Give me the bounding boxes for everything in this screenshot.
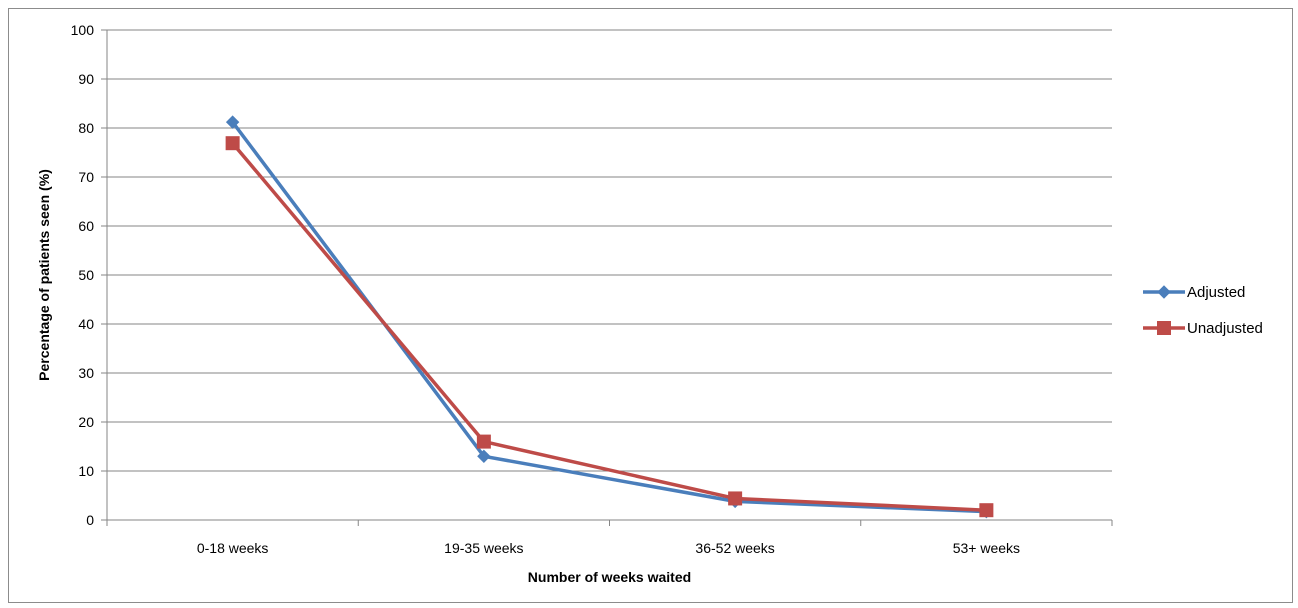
legend-item: Unadjusted: [1143, 320, 1263, 337]
y-tick-label: 30: [78, 365, 94, 381]
data-point: [476, 434, 491, 449]
series-layer: [225, 115, 994, 519]
data-point: [728, 491, 743, 506]
y-axis-ticks: 0 10 20 30 40 50 60 70 80 90 100: [71, 22, 107, 528]
y-tick-label: 80: [78, 120, 94, 136]
legend-marker: [1157, 285, 1171, 299]
y-tick-label: 0: [86, 512, 94, 528]
series-line: [231, 121, 987, 514]
y-tick-label: 50: [78, 267, 94, 283]
series-unadjusted: [225, 136, 994, 518]
y-axis-title: Percentage of patients seen (%): [36, 169, 52, 381]
data-point: [477, 449, 491, 464]
x-tick-label: 53+ weeks: [953, 540, 1020, 556]
data-point: [225, 115, 240, 129]
y-tick-label: 100: [71, 22, 95, 38]
x-axis-ticks: 0-18 weeks 19-35 weeks 36-52 weeks 53+ week…: [106, 520, 1113, 556]
series-line: [231, 142, 987, 512]
y-tick-label: 90: [78, 71, 94, 87]
legend-label: Adjusted: [1187, 284, 1245, 301]
chart-frame: [8, 8, 1293, 603]
series-adjusted: [225, 115, 994, 519]
gridlines: [107, 29, 1112, 472]
y-tick-label: 70: [78, 169, 94, 185]
x-axis-title: Number of weeks waited: [528, 569, 691, 585]
y-tick-label: 20: [78, 414, 94, 430]
legend-item: Adjusted: [1143, 284, 1245, 301]
legend-marker: [1157, 321, 1171, 335]
x-tick-label: 0-18 weeks: [197, 540, 269, 556]
x-tick-label: 19-35 weeks: [444, 540, 523, 556]
y-tick-label: 40: [78, 316, 94, 332]
legend-label: Unadjusted: [1187, 320, 1263, 337]
legend: Adjusted Unadjusted: [1143, 284, 1263, 337]
data-point: [225, 136, 240, 151]
y-tick-label: 10: [78, 463, 94, 479]
x-tick-label: 36-52 weeks: [695, 540, 774, 556]
data-point: [979, 503, 994, 518]
y-tick-label: 60: [78, 218, 94, 234]
